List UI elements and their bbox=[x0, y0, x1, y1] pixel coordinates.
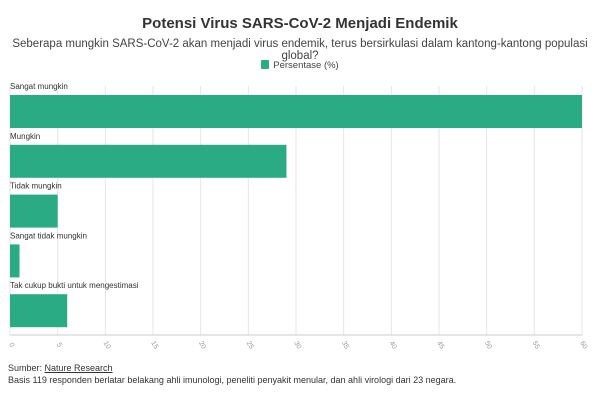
x-tick-label: 5 bbox=[55, 342, 63, 349]
x-tick-label: 20 bbox=[197, 340, 207, 350]
source-link[interactable]: Nature Research bbox=[44, 363, 113, 373]
bar bbox=[10, 95, 582, 128]
x-tick-label: 25 bbox=[245, 340, 255, 350]
x-tick-label: 10 bbox=[102, 340, 112, 350]
x-tick-label: 15 bbox=[149, 340, 159, 350]
bar bbox=[10, 294, 68, 328]
x-tick-label: 45 bbox=[435, 340, 445, 350]
legend-label: Persentase (%) bbox=[273, 60, 339, 71]
source-line: Sumber: Nature Research bbox=[8, 362, 456, 374]
legend: Persentase (%) bbox=[0, 60, 600, 71]
x-tick-label: 60 bbox=[578, 340, 588, 350]
bar bbox=[10, 144, 287, 178]
category-label: Tidak mungkin bbox=[10, 182, 62, 191]
category-label: Sangat mungkin bbox=[10, 82, 68, 91]
footer-note: Basis 119 responden berlatar belakang ah… bbox=[8, 375, 457, 385]
category-label: Sangat tidak mungkin bbox=[10, 231, 87, 240]
category-label: Tak cukup bukti untuk mengestimasi bbox=[10, 281, 139, 290]
legend-swatch bbox=[261, 60, 270, 69]
chart-subtitle: Seberapa mungkin SARS-CoV-2 akan menjadi… bbox=[12, 38, 588, 62]
x-tick-label: 55 bbox=[531, 340, 541, 350]
footer: Sumber: Nature Research Basis 119 respon… bbox=[8, 362, 456, 386]
bar bbox=[10, 244, 20, 278]
source-prefix: Sumber: bbox=[8, 363, 45, 373]
x-tick-label: 30 bbox=[292, 340, 302, 350]
x-tick-label: 40 bbox=[388, 340, 398, 350]
chart-title: Potensi Virus SARS-CoV-2 Menjadi Endemik bbox=[142, 15, 458, 32]
x-tick-label: 0 bbox=[7, 342, 15, 349]
category-label: Mungkin bbox=[10, 132, 40, 141]
x-tick-label: 50 bbox=[483, 340, 493, 350]
bar bbox=[10, 194, 58, 228]
x-tick-label: 35 bbox=[340, 340, 350, 350]
